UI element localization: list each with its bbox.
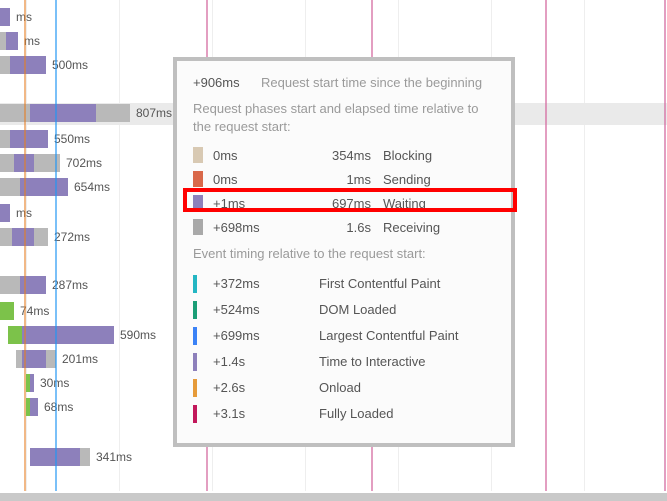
event-swatch <box>193 301 197 319</box>
waterfall-row-label: 341ms <box>96 450 132 464</box>
event-offset: +699ms <box>213 328 313 343</box>
waterfall-segment <box>8 326 22 344</box>
waterfall-row-label: 590ms <box>120 328 156 342</box>
tooltip-start-offset: +906ms <box>193 75 261 90</box>
phase-elapsed: 354ms <box>319 148 377 163</box>
waterfall-segment <box>0 56 10 74</box>
waterfall-row[interactable]: ms <box>0 29 667 52</box>
waterfall-segment <box>0 204 10 222</box>
waterfall-row-label: 654ms <box>74 180 110 194</box>
phase-offset: +698ms <box>213 220 313 235</box>
waterfall-segment <box>6 32 18 50</box>
phase-row: +1ms 697ms Waiting <box>193 191 495 215</box>
event-swatch <box>193 275 197 293</box>
events-list: +372ms First Contentful Paint +524ms DOM Lo… <box>193 271 495 427</box>
phase-label: Blocking <box>383 148 495 163</box>
event-row: +2.6s Onload <box>193 375 495 401</box>
waterfall-row-label: 272ms <box>54 230 90 244</box>
marker-line <box>545 0 547 491</box>
marker-line <box>664 0 666 491</box>
waterfall-segment <box>34 228 48 246</box>
waterfall-segment <box>10 56 46 74</box>
request-timing-tooltip: +906ms Request start time since the begi… <box>173 57 515 447</box>
phase-swatch <box>193 147 203 163</box>
waterfall-row-label: 550ms <box>54 132 90 146</box>
waterfall-segment <box>0 130 10 148</box>
event-label: Time to Interactive <box>319 354 495 369</box>
phases-list: 0ms 354ms Blocking 0ms 1ms Sending +1ms 697ms Wa… <box>193 143 495 239</box>
waterfall-row-label: 500ms <box>52 58 88 72</box>
phase-row: +698ms 1.6s Receiving <box>193 215 495 239</box>
event-row: +1.4s Time to Interactive <box>193 349 495 375</box>
phase-label: Waiting <box>383 196 495 211</box>
waterfall-segment <box>80 448 90 466</box>
event-offset: +1.4s <box>213 354 313 369</box>
phase-label: Sending <box>383 172 495 187</box>
bottom-scrollbar-track[interactable] <box>0 493 667 501</box>
phase-row: 0ms 354ms Blocking <box>193 143 495 167</box>
event-row: +699ms Largest Contentful Paint <box>193 323 495 349</box>
waterfall-segment <box>96 104 130 122</box>
event-offset: +524ms <box>213 302 313 317</box>
event-swatch <box>193 327 197 345</box>
waterfall-row-label: 702ms <box>66 156 102 170</box>
waterfall-row[interactable]: ms <box>0 5 667 28</box>
event-label: DOM Loaded <box>319 302 495 317</box>
phase-elapsed: 697ms <box>319 196 377 211</box>
tooltip-phases-intro: Request phases start and elapsed time re… <box>193 100 495 135</box>
waterfall-segment <box>12 228 34 246</box>
phase-offset: 0ms <box>213 172 313 187</box>
waterfall-row-label: 201ms <box>62 352 98 366</box>
waterfall-segment <box>0 154 14 172</box>
event-label: Onload <box>319 380 495 395</box>
phase-swatch <box>193 171 203 187</box>
waterfall-segment <box>30 104 96 122</box>
event-row: +524ms DOM Loaded <box>193 297 495 323</box>
tooltip-start-text: Request start time since the beginning <box>261 75 482 90</box>
phase-row: 0ms 1ms Sending <box>193 167 495 191</box>
event-label: First Contentful Paint <box>319 276 495 291</box>
phase-elapsed: 1ms <box>319 172 377 187</box>
event-offset: +372ms <box>213 276 313 291</box>
waterfall-row-label: 807ms <box>136 106 172 120</box>
tooltip-events-intro: Event timing relative to the request sta… <box>193 245 495 263</box>
waterfall-segment <box>0 228 12 246</box>
waterfall-segment <box>20 178 68 196</box>
waterfall-row-label: ms <box>24 34 40 48</box>
event-offset: +2.6s <box>213 380 313 395</box>
marker-line <box>55 0 57 491</box>
event-offset: +3.1s <box>213 406 313 421</box>
waterfall-segment <box>0 178 20 196</box>
waterfall-segment <box>10 130 48 148</box>
event-swatch <box>193 353 197 371</box>
event-swatch <box>193 405 197 423</box>
waterfall-segment <box>0 276 20 294</box>
waterfall-segment <box>30 374 34 392</box>
event-label: Fully Loaded <box>319 406 495 421</box>
phase-swatch <box>193 195 203 211</box>
waterfall-segment <box>30 398 38 416</box>
event-swatch <box>193 379 197 397</box>
event-row: +3.1s Fully Loaded <box>193 401 495 427</box>
phase-offset: 0ms <box>213 148 313 163</box>
waterfall-row-label: 68ms <box>44 400 73 414</box>
waterfall-segment <box>0 8 10 26</box>
phase-elapsed: 1.6s <box>319 220 377 235</box>
phase-offset: +1ms <box>213 196 313 211</box>
waterfall-segment <box>22 326 114 344</box>
waterfall-row[interactable]: 341ms <box>0 445 667 468</box>
event-row: +372ms First Contentful Paint <box>193 271 495 297</box>
phase-label: Receiving <box>383 220 495 235</box>
waterfall-segment <box>0 302 14 320</box>
marker-line <box>24 0 26 491</box>
waterfall-row-label: 287ms <box>52 278 88 292</box>
event-label: Largest Contentful Paint <box>319 328 495 343</box>
phase-swatch <box>193 219 203 235</box>
